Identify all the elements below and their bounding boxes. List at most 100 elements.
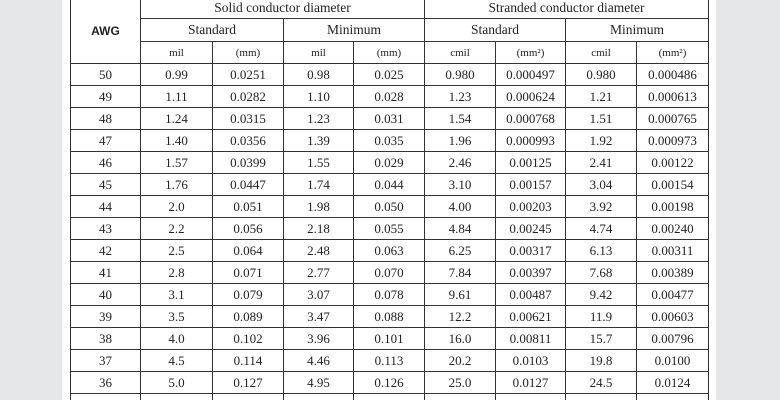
awg-cell: 49 xyxy=(70,85,141,108)
unit-header: (mm) xyxy=(353,41,425,64)
value-cell: 0.000993 xyxy=(495,129,566,152)
value-cell: 0.980 xyxy=(565,63,637,86)
unit-header: (mm²) xyxy=(495,41,566,64)
table-row: 45 1.76 0.0447 1.74 0.044 3.10 0.00157 3.04 0.00… xyxy=(70,173,709,196)
value-cell: 0.0315 xyxy=(212,107,284,130)
group-header: Minimum xyxy=(283,18,425,42)
value-cell: 1.21 xyxy=(565,85,637,108)
value-cell: 31.4 xyxy=(424,393,496,400)
table-row: 36 5.0 0.127 4.95 0.126 25.0 0.0127 24.5 0.0124 xyxy=(70,371,709,394)
stranded-header: Stranded conductor diameter xyxy=(424,0,709,19)
value-cell: 4.84 xyxy=(424,217,496,240)
table-row: 43 2.2 0.056 2.18 0.055 4.84 0.00245 4.74 0.0024… xyxy=(70,217,709,240)
value-cell: 3.47 xyxy=(283,305,354,328)
table-row: 50 0.99 0.0251 0.98 0.025 0.980 0.000497 0.980 0… xyxy=(70,63,709,86)
table-row: 49 1.11 0.0282 1.10 0.028 1.23 0.000624 1.21 0.0… xyxy=(70,85,709,108)
value-cell: 0.0399 xyxy=(212,151,284,174)
table-row: 47 1.40 0.0356 1.39 0.035 1.96 0.000993 1.92 0.0… xyxy=(70,129,709,152)
awg-cell: 48 xyxy=(70,107,141,130)
table-row: 355.60.1425.540.14131.40.015930.90.0156 xyxy=(70,393,709,400)
value-cell: 0.031 xyxy=(353,107,425,130)
value-cell: 0.000486 xyxy=(636,63,709,86)
group-header: Standard xyxy=(424,18,566,42)
paper: AWG Solid conductor diameter Stranded co… xyxy=(62,0,716,400)
value-cell: 0.0282 xyxy=(212,85,284,108)
value-cell: 0.00389 xyxy=(636,261,709,284)
value-cell: 16.0 xyxy=(424,327,496,350)
value-cell: 11.9 xyxy=(565,305,637,328)
unit-header: (mm) xyxy=(212,41,284,64)
awg-cell: 38 xyxy=(70,327,141,350)
value-cell: 0.064 xyxy=(212,239,284,262)
awg-cell: 39 xyxy=(70,305,141,328)
table-row: 44 2.0 0.051 1.98 0.050 4.00 0.00203 3.92 0.0019… xyxy=(70,195,709,218)
value-cell: 30.9 xyxy=(565,393,637,400)
value-cell: 1.98 xyxy=(283,195,354,218)
value-cell: 4.46 xyxy=(283,349,354,372)
value-cell: 0.127 xyxy=(212,371,284,394)
value-cell: 2.5 xyxy=(140,239,213,262)
value-cell: 0.070 xyxy=(353,261,425,284)
value-cell: 4.00 xyxy=(424,195,496,218)
solid-header: Solid conductor diameter xyxy=(140,0,425,19)
value-cell: 7.84 xyxy=(424,261,496,284)
value-cell: 0.98 xyxy=(283,63,354,86)
value-cell: 1.92 xyxy=(565,129,637,152)
value-cell: 1.11 xyxy=(140,85,213,108)
value-cell: 0.102 xyxy=(212,327,284,350)
value-cell: 0.000765 xyxy=(636,107,709,130)
value-cell: 0.000497 xyxy=(495,63,566,86)
value-cell: 0.00311 xyxy=(636,239,709,262)
value-cell: 0.0124 xyxy=(636,371,709,394)
awg-cell: 43 xyxy=(70,217,141,240)
value-cell: 1.24 xyxy=(140,107,213,130)
awg-cell: 42 xyxy=(70,239,141,262)
value-cell: 0.078 xyxy=(353,283,425,306)
value-cell: 0.0159 xyxy=(495,393,566,400)
table-row: 38 4.0 0.102 3.96 0.101 16.0 0.00811 15.7 0.0079… xyxy=(70,327,709,350)
value-cell: 0.0100 xyxy=(636,349,709,372)
awg-cell: 35 xyxy=(70,393,141,400)
value-cell: 0.114 xyxy=(212,349,284,372)
value-cell: 0.025 xyxy=(353,63,425,86)
value-cell: 6.25 xyxy=(424,239,496,262)
table-row: 37 4.5 0.114 4.46 0.113 20.2 0.0103 19.8 0.0100 xyxy=(70,349,709,372)
awg-cell: 41 xyxy=(70,261,141,284)
value-cell: 0.044 xyxy=(353,173,425,196)
value-cell: 0.029 xyxy=(353,151,425,174)
value-cell: 0.089 xyxy=(212,305,284,328)
value-cell: 1.40 xyxy=(140,129,213,152)
value-cell: 1.39 xyxy=(283,129,354,152)
value-cell: 0.00157 xyxy=(495,173,566,196)
unit-header: (mm²) xyxy=(636,41,709,64)
value-cell: 0.050 xyxy=(353,195,425,218)
group-header: Standard xyxy=(140,18,284,42)
value-cell: 12.2 xyxy=(424,305,496,328)
value-cell: 2.48 xyxy=(283,239,354,262)
value-cell: 0.079 xyxy=(212,283,284,306)
value-cell: 0.088 xyxy=(353,305,425,328)
value-cell: 0.00125 xyxy=(495,151,566,174)
value-cell: 7.68 xyxy=(565,261,637,284)
value-cell: 0.0251 xyxy=(212,63,284,86)
value-cell: 1.51 xyxy=(565,107,637,130)
value-cell: 6.13 xyxy=(565,239,637,262)
value-cell: 0.051 xyxy=(212,195,284,218)
value-cell: 1.23 xyxy=(283,107,354,130)
value-cell: 20.2 xyxy=(424,349,496,372)
value-cell: 3.5 xyxy=(140,305,213,328)
value-cell: 0.980 xyxy=(424,63,496,86)
value-cell: 24.5 xyxy=(565,371,637,394)
value-cell: 0.00621 xyxy=(495,305,566,328)
awg-cell: 46 xyxy=(70,151,141,174)
value-cell: 4.74 xyxy=(565,217,637,240)
value-cell: 2.0 xyxy=(140,195,213,218)
value-cell: 1.76 xyxy=(140,173,213,196)
value-cell: 0.063 xyxy=(353,239,425,262)
value-cell: 0.056 xyxy=(212,217,284,240)
table-row: 46 1.57 0.0399 1.55 0.029 2.46 0.00125 2.41 0.00… xyxy=(70,151,709,174)
value-cell: 2.2 xyxy=(140,217,213,240)
value-cell: 1.54 xyxy=(424,107,496,130)
value-cell: 0.00811 xyxy=(495,327,566,350)
unit-header: mil xyxy=(140,41,213,64)
